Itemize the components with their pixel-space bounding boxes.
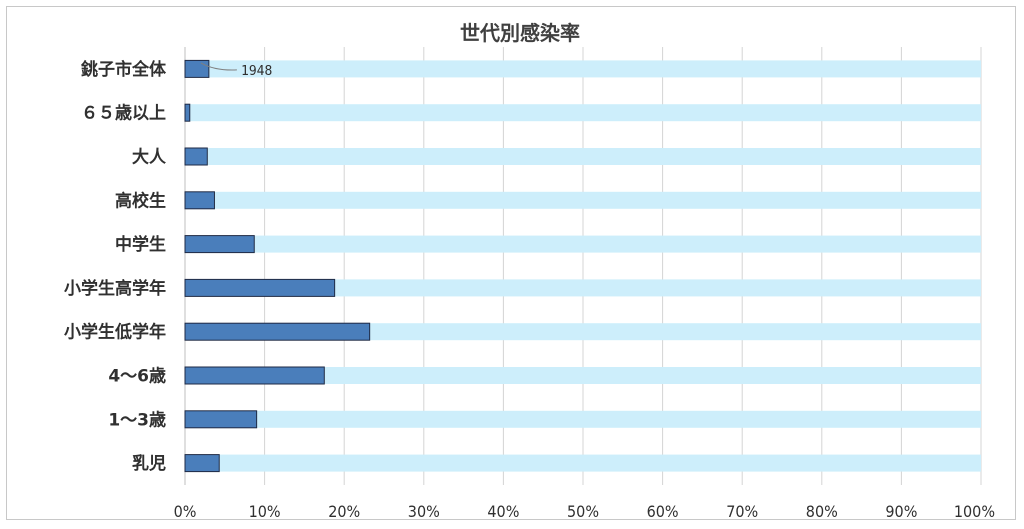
- category-label: 中学生: [115, 234, 166, 255]
- tick-label: 80%: [806, 502, 838, 521]
- category-label: 小学生低学年: [64, 322, 166, 343]
- background-bar: [185, 148, 981, 165]
- tick-label: 30%: [408, 502, 440, 521]
- background-bar: [185, 367, 981, 384]
- background-bar: [185, 60, 981, 78]
- category-label: 銚子市全体: [81, 59, 167, 80]
- bar: [184, 235, 255, 254]
- background-bar: [185, 279, 981, 297]
- background-bar: [185, 191, 981, 209]
- background-bar: [185, 235, 981, 253]
- value-bars: [184, 59, 371, 473]
- tick-label: 60%: [647, 502, 679, 521]
- annotation-label: 1948: [241, 64, 272, 79]
- bar: [184, 322, 371, 341]
- bar: [184, 59, 210, 78]
- background-bar: [185, 104, 981, 122]
- bar: [184, 103, 191, 122]
- bar: [184, 278, 336, 297]
- category-label: 乳児: [132, 453, 166, 474]
- annotation-leader-line: [200, 62, 237, 71]
- chart-title: 世代別感染率: [460, 21, 580, 45]
- category-label: ６５歳以上: [81, 103, 166, 124]
- tick-label: 0%: [174, 502, 197, 521]
- background-bar: [185, 410, 981, 428]
- category-label: 4～6歳: [108, 366, 166, 387]
- chart-frame: [6, 6, 1016, 520]
- bar: [184, 410, 258, 429]
- background-bar: [185, 454, 981, 472]
- category-label: 大人: [132, 147, 167, 168]
- category-label: 高校生: [115, 190, 166, 211]
- annotation: 1948: [200, 62, 272, 79]
- bar: [184, 454, 220, 473]
- tick-label: 20%: [328, 502, 360, 521]
- background-bars: [185, 60, 981, 472]
- tick-label: 90%: [885, 502, 917, 521]
- tick-label: 40%: [487, 502, 519, 521]
- bar: [184, 191, 215, 210]
- background-bar: [185, 323, 981, 341]
- category-label: 小学生高学年: [64, 278, 166, 299]
- bar: [184, 147, 208, 166]
- tick-label: 70%: [726, 502, 758, 521]
- tick-label: 50%: [567, 502, 599, 521]
- bar: [184, 366, 325, 385]
- tick-label: 100%: [954, 502, 995, 521]
- tick-labels: 0% 10% 20% 30% 40% 50% 60% 70% 80% 90% 100%: [174, 502, 995, 521]
- tick-label: 10%: [249, 502, 281, 521]
- category-label: 1～3歳: [108, 409, 166, 430]
